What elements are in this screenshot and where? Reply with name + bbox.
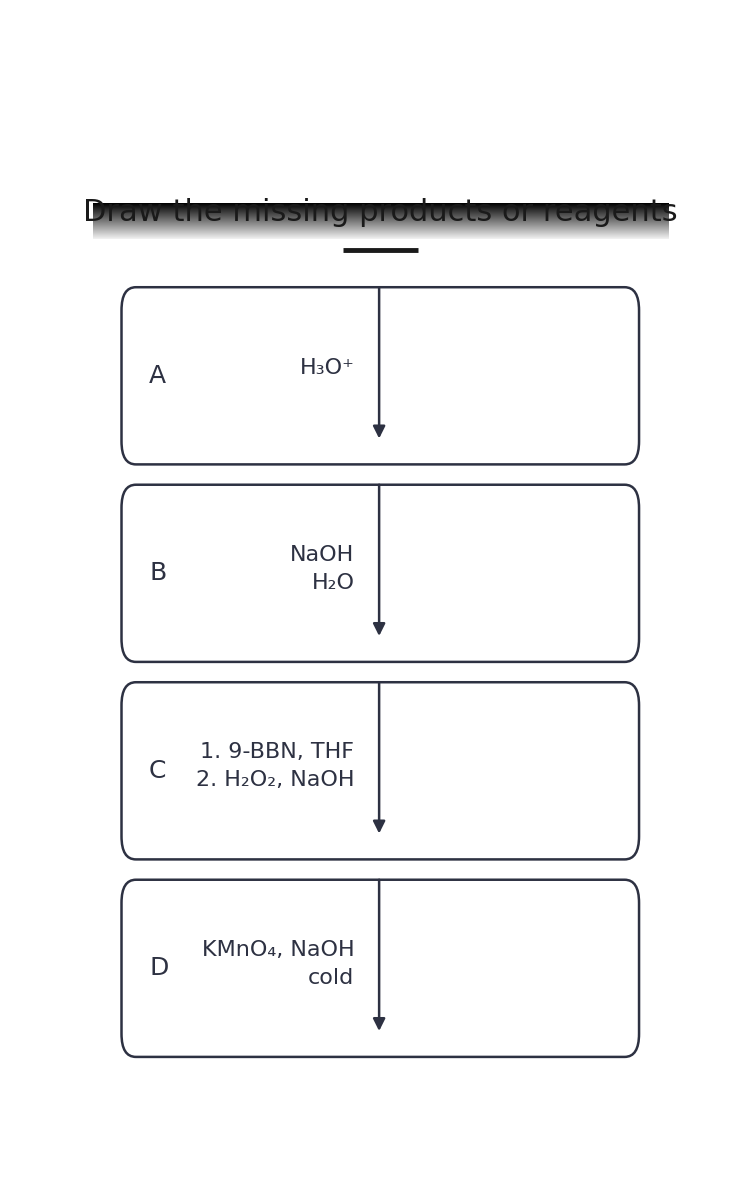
Text: KMnO₄, NaOH: KMnO₄, NaOH (202, 940, 355, 960)
Text: B: B (149, 562, 166, 586)
Text: D: D (149, 956, 168, 980)
Text: 2. H₂O₂, NaOH: 2. H₂O₂, NaOH (196, 770, 355, 790)
Text: cold: cold (308, 967, 355, 988)
Text: 1. 9-BBN, THF: 1. 9-BBN, THF (200, 743, 355, 762)
Text: H₂O: H₂O (312, 572, 355, 593)
FancyBboxPatch shape (122, 880, 639, 1057)
Text: H₃O⁺: H₃O⁺ (300, 359, 355, 378)
Text: A: A (149, 364, 166, 388)
FancyBboxPatch shape (122, 287, 639, 464)
Text: NaOH: NaOH (290, 545, 355, 565)
FancyBboxPatch shape (122, 485, 639, 662)
FancyBboxPatch shape (122, 683, 639, 859)
Text: Draw the missing products or reagents: Draw the missing products or reagents (83, 198, 677, 227)
Text: C: C (149, 758, 166, 782)
